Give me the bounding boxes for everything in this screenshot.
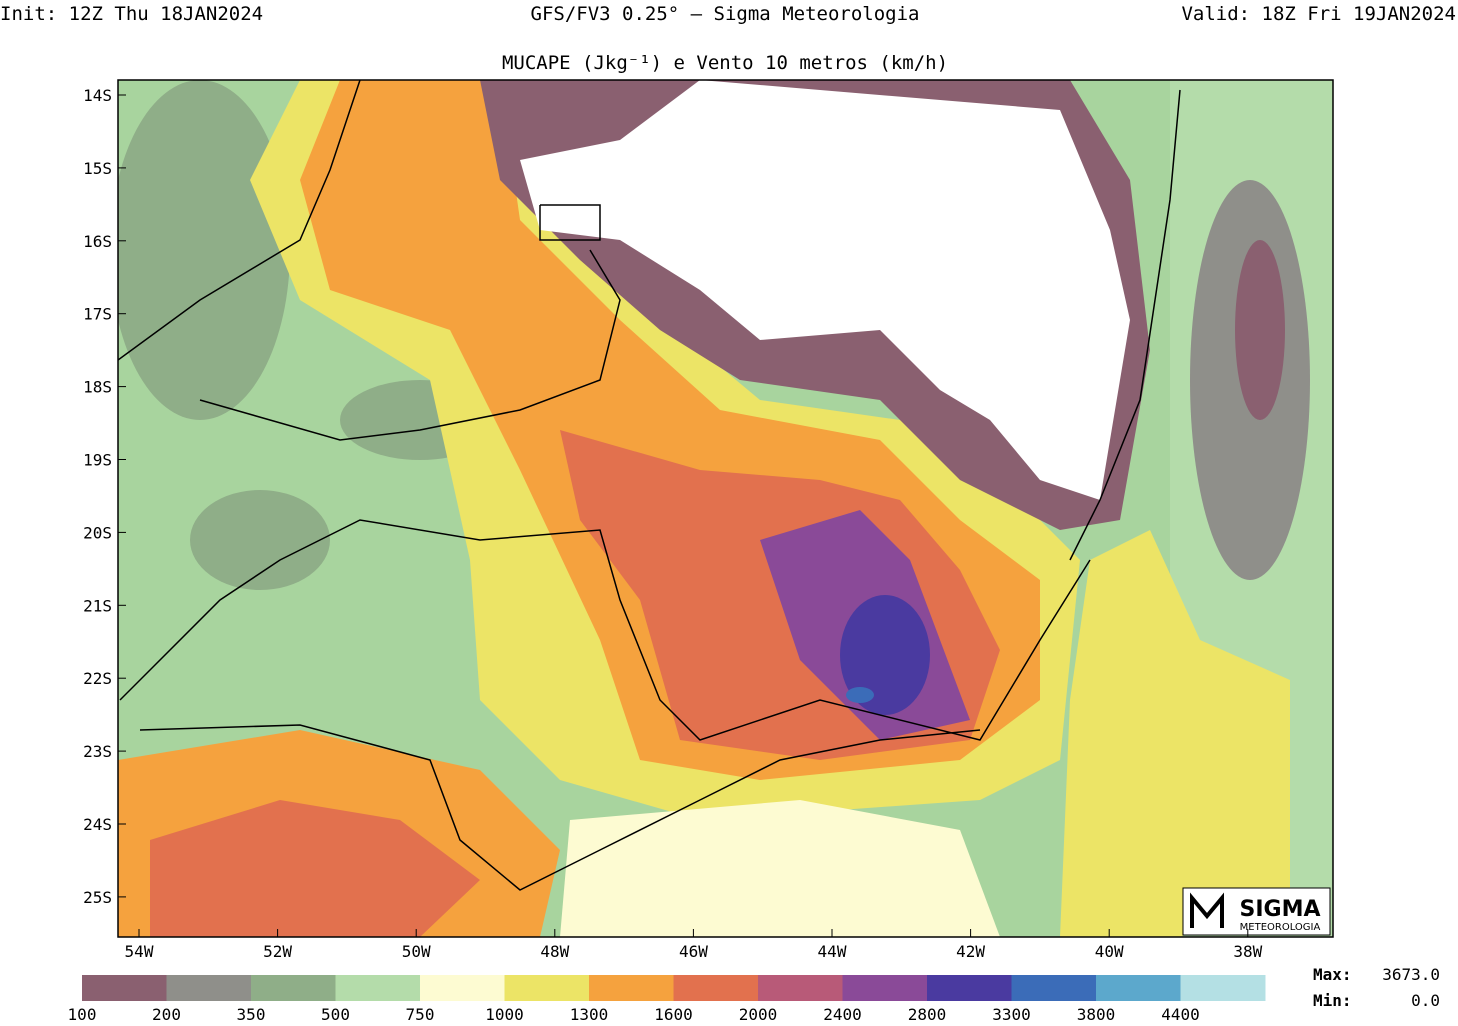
lon-label: 52W [263,942,292,961]
map-frame [117,79,1334,938]
logo-sub: METEOROLOGIA [1240,922,1321,933]
logo-name: SIGMA [1239,897,1320,922]
lat-label: 25S [83,888,112,907]
max-value: 3673.0 [1382,965,1440,984]
colorbar-swatch [166,975,252,1001]
colorbar-swatch [758,975,843,1001]
lat-label: 21S [83,596,112,615]
colorbar-label: 500 [321,1005,350,1022]
lat-label: 17S [83,305,112,324]
logo-mark [1190,892,1224,928]
colorbar-label: 1600 [654,1005,693,1022]
lat-label: 20S [83,523,112,542]
colorbar-swatch [251,975,336,1001]
colorbar-swatch [673,975,759,1001]
lon-label: 50W [402,942,431,961]
logo-box [1182,887,1331,936]
lon-label: 38W [1233,942,1262,961]
colorbar-swatch [842,975,928,1001]
colorbar-swatch [82,975,167,1001]
lat-label: 24S [83,815,112,834]
lat-label: 14S [83,86,112,105]
colorbar-swatch [589,975,674,1001]
colorbar-label: 1300 [570,1005,609,1022]
valid-time: Valid: 18Z Fri 19JAN2024 [1181,3,1456,25]
colorbar-label: 2800 [908,1005,947,1022]
subtitle: MUCAPE (Jkg⁻¹) e Vento 10 metros (km/h) [502,52,948,74]
colorbar-swatch [504,975,590,1001]
init-time: Init: 12Z Thu 18JAN2024 [0,3,263,25]
colorbar-swatch [335,975,421,1001]
lat-label: 15S [83,159,112,178]
lon-label: 54W [125,942,154,961]
lat-label: 19S [83,451,112,470]
colorbar-label: 3300 [992,1005,1031,1022]
model-name: GFS/FV3 0.25° — Sigma Meteorologia [531,3,920,25]
lon-label: 48W [540,942,569,961]
colorbar-swatch [1180,975,1266,1001]
lat-label: 18S [83,378,112,397]
colorbar-swatch [1096,975,1181,1001]
max-label: Max: [1313,965,1352,984]
colorbar-label: 750 [406,1005,435,1022]
colorbar-swatch [1011,975,1097,1001]
colorbar-label: 200 [152,1005,181,1022]
lon-label: 40W [1095,942,1124,961]
colorbar-swatch [420,975,505,1001]
colorbar-label: 1000 [485,1005,524,1022]
lon-label: 44W [818,942,847,961]
colorbar-swatch [927,975,1012,1001]
colorbar-label: 350 [237,1005,266,1022]
min-value: 0.0 [1411,991,1440,1010]
min-label: Min: [1313,991,1352,1010]
map-field [118,80,1333,937]
colorbar-label: 100 [68,1005,97,1022]
lon-label: 46W [679,942,708,961]
colorbar-label: 2000 [739,1005,778,1022]
lat-label: 16S [83,232,112,251]
lon-label: 42W [956,942,985,961]
lat-label: 23S [83,742,112,761]
colorbar-label: 4400 [1161,1005,1200,1022]
colorbar-label: 3800 [1077,1005,1116,1022]
colorbar-label: 2400 [823,1005,862,1022]
lat-label: 22S [83,669,112,688]
